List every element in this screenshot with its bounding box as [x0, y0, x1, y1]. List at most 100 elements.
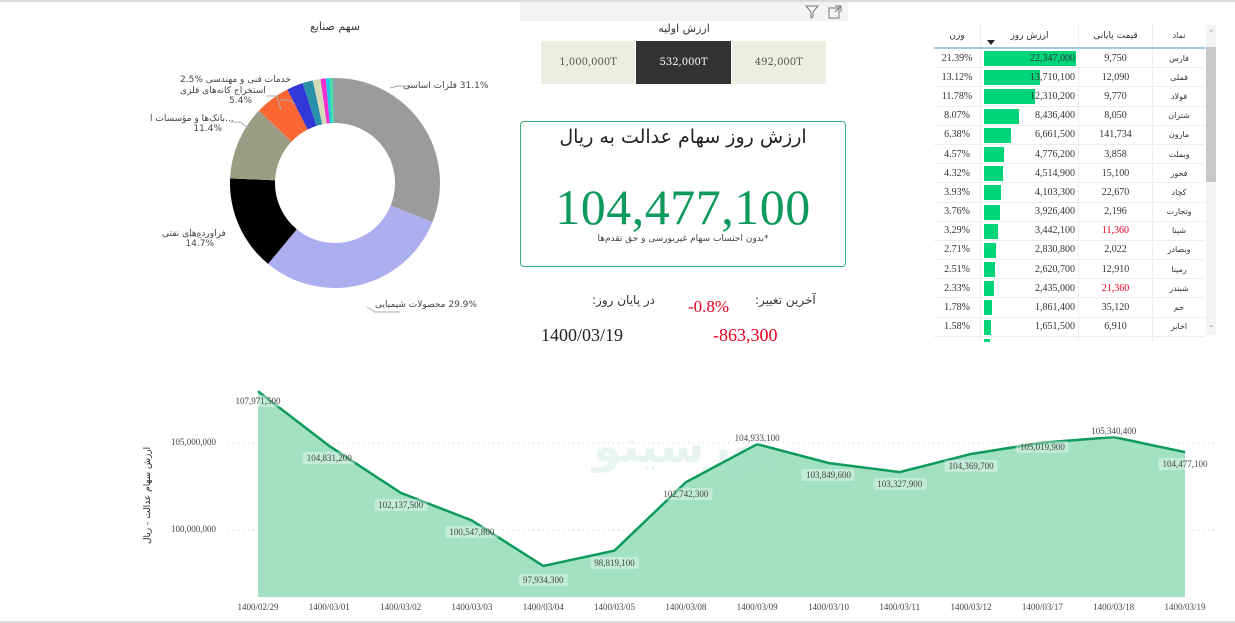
value-bar: [984, 51, 1076, 66]
donut-segment[interactable]: [329, 78, 334, 124]
donut-title: سهم صنایع: [309, 20, 361, 33]
donut-data-label: 31.1% فلزات اساسی: [403, 81, 489, 91]
table-row[interactable]: 3.93% 4,103,300 22,670 کچاد: [934, 183, 1205, 203]
cell-day-value: 4,103,300: [981, 183, 1079, 202]
scroll-down-icon[interactable]: ⌄: [1208, 321, 1214, 329]
table-row[interactable]: 3.29% 3,442,100 11,360 شپنا: [934, 221, 1205, 241]
table-row[interactable]: 8.07% 8,436,400 8,050 شتران: [934, 106, 1205, 126]
donut-data-label: فراورده‌های نفتی 14.7%: [162, 229, 226, 249]
data-point-label: 105,340,400: [1087, 425, 1141, 438]
kpi-value: 104,477,100: [555, 179, 811, 235]
donut-segment[interactable]: [320, 78, 330, 124]
table-row[interactable]: 3.76% 3,926,400 2,196 وتجارت: [934, 202, 1205, 222]
table-row[interactable]: 6.38% 6,661,500 141,734 مارون: [934, 125, 1205, 145]
cell-close-price: 9,750: [1079, 49, 1153, 68]
data-point-label: 100,547,800: [445, 526, 499, 539]
cell-day-value: 2,435,000: [981, 279, 1079, 298]
column-header-day-value-label: ارزش روز: [1010, 30, 1049, 41]
cell-symbol: وبملت: [1168, 149, 1190, 159]
donut-segment[interactable]: [258, 89, 308, 142]
column-header-close-price[interactable]: قیمت پایانی: [1079, 24, 1153, 47]
data-point-label: 104,831,200: [302, 451, 356, 464]
donut-segment[interactable]: [312, 79, 327, 125]
donut-segment[interactable]: [302, 80, 323, 126]
donut-segment[interactable]: [230, 110, 292, 181]
x-tick-label: 1400/03/19: [1164, 602, 1206, 612]
cell-close-price: 12,910: [1079, 260, 1153, 279]
cell-close-price: 8,050: [1079, 106, 1153, 125]
table-header: وزن ارزش روز قیمت پایانی نماد: [934, 24, 1205, 49]
table-row[interactable]: 1.58% 1,651,500 6,910 اخابر: [934, 317, 1205, 337]
cell-symbol: شبندر: [1169, 283, 1189, 293]
cell-day-value: 6,661,500: [981, 125, 1079, 144]
column-header-weight[interactable]: وزن: [934, 24, 981, 47]
data-point-label: 105,019,900: [1015, 440, 1069, 453]
x-tick-label: 1400/03/17: [1021, 602, 1063, 612]
filter-icon[interactable]: [804, 5, 820, 19]
cell-close-price: 3,858: [1079, 144, 1153, 164]
cell-symbol: رمپنا: [1171, 264, 1187, 274]
table-scrollbar[interactable]: ⌃ ⌄: [1206, 25, 1216, 335]
scroll-up-icon[interactable]: ⌃: [1208, 29, 1214, 37]
cell-weight: 6.38%: [934, 125, 981, 144]
value-bar: [984, 89, 1035, 105]
donut-segment[interactable]: [230, 178, 297, 264]
table-row[interactable]: 1.78% 1,861,400 35,120 جم: [934, 298, 1205, 318]
value-bar: [984, 281, 995, 297]
top-border: [0, 0, 1235, 2]
cell-symbol: فملی: [1170, 72, 1188, 82]
donut-segment[interactable]: [335, 78, 440, 223]
donut-segment[interactable]: [287, 83, 317, 130]
cell-close-price: 9,770: [1079, 87, 1153, 106]
value-bar: [984, 146, 1004, 162]
table-row[interactable]: 21.39% 22,347,000 9,750 فارس: [934, 49, 1205, 69]
table-row[interactable]: 2.33% 2,435,000 21,360 شبندر: [934, 279, 1205, 299]
slicer-option-1000000[interactable]: 1,000,000T: [541, 41, 637, 84]
cell-symbol: وتجارت: [1166, 207, 1192, 217]
table-row[interactable]: 2.51% 2,620,700 12,910 رمپنا: [934, 260, 1205, 280]
data-point-label: 107,971,500: [231, 395, 285, 408]
end-of-day-label: در پایان روز:: [592, 293, 655, 307]
table-row[interactable]: 4.57% 4,776,200 3,858 وبملت: [934, 144, 1205, 165]
slicer-title: ارزش اولیه: [658, 22, 710, 35]
focus-mode-icon[interactable]: [828, 5, 842, 19]
cell-symbol: شپنا: [1172, 226, 1186, 236]
donut-segment[interactable]: [268, 205, 433, 288]
slicer-option-492000[interactable]: 492,000T: [731, 41, 827, 84]
column-header-symbol[interactable]: نماد: [1172, 31, 1186, 40]
y-tick-label: 100,000,000: [171, 524, 216, 534]
value-bar: [984, 185, 1001, 201]
value-line[interactable]: [257, 390, 1186, 568]
column-header-day-value[interactable]: ارزش روز: [981, 24, 1079, 47]
cell-day-value: 3,926,400: [981, 202, 1079, 221]
cell-day-value: 3,442,100: [981, 221, 1079, 240]
industry-share-donut-chart[interactable]: [140, 40, 470, 330]
cell-symbol: جم: [1173, 303, 1185, 313]
area-fill: [258, 391, 1185, 597]
y-tick-label: 105,000,000: [171, 437, 216, 447]
table-row[interactable]: 13.12% 13,710,100 12,090 فملی: [934, 68, 1205, 88]
last-change-label: آخرین تغییر:: [755, 293, 816, 307]
cell-symbol: مارون: [1168, 130, 1190, 140]
table-row[interactable]: 11.78% 12,310,200 9,770 فولاد: [934, 87, 1205, 107]
table-body: 21.39% 22,347,000 9,750 فارس 13.12% 13,710,10…: [934, 49, 1205, 342]
x-tick-label: 1400/03/18: [1093, 602, 1135, 612]
kpi-title: ارزش روز سهام عدالت به ریال: [559, 126, 807, 148]
cell-weight: 1.78%: [934, 298, 981, 317]
cell-day-value: 4,776,200: [981, 144, 1079, 164]
cell-weight: 21.39%: [934, 49, 981, 68]
cell-day-value: 4,514,900: [981, 164, 1079, 183]
x-tick-label: 1400/03/09: [736, 602, 778, 612]
data-point-label: 103,327,900: [873, 478, 927, 491]
table-row[interactable]: 4.32% 4,514,900 15,100 فخوز: [934, 164, 1205, 184]
slicer-option-532000[interactable]: 532,000T: [636, 41, 732, 84]
donut-segment[interactable]: [325, 78, 332, 124]
donut-segment[interactable]: [332, 78, 335, 124]
scroll-thumb[interactable]: [1206, 47, 1216, 182]
table-row[interactable]: 2.71% 2,830,800 2,022 وبصادر: [934, 240, 1205, 261]
donut-data-label: استخراج کانه‌های فلزی 5.4%: [180, 86, 266, 106]
value-bar: [984, 108, 1019, 124]
cell-day-value: 22,347,000: [981, 49, 1079, 68]
cell-close-price: 6,910: [1079, 317, 1153, 336]
